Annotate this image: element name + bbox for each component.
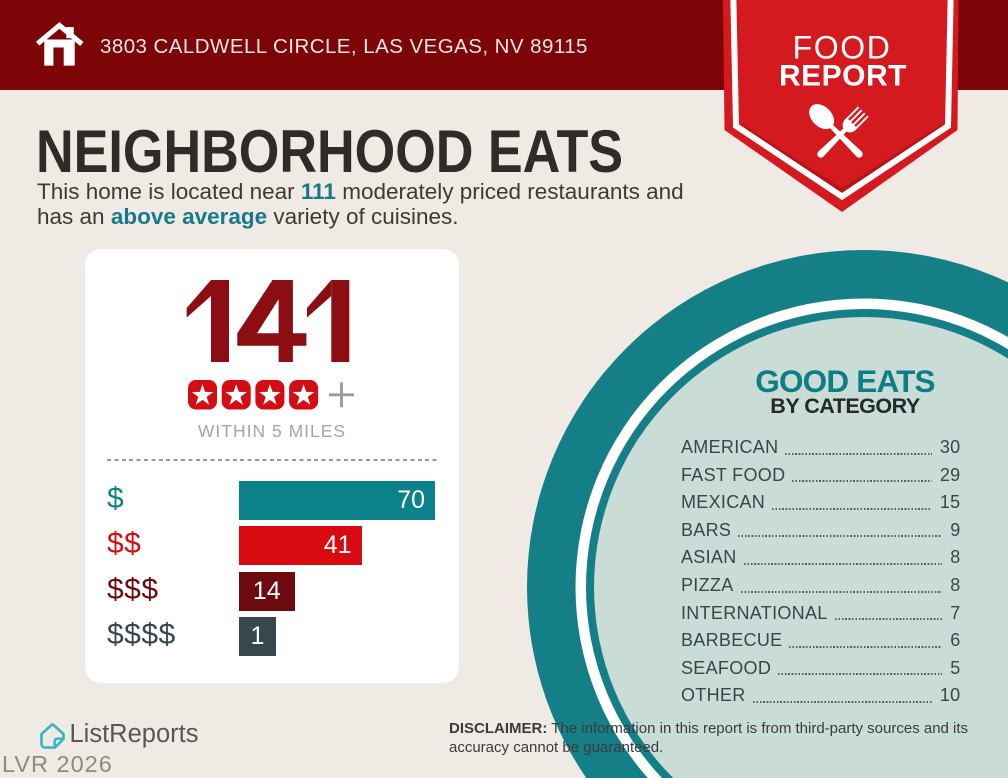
svg-text:FOOD: FOOD xyxy=(793,30,892,66)
svg-text:REPORT: REPORT xyxy=(779,60,907,93)
